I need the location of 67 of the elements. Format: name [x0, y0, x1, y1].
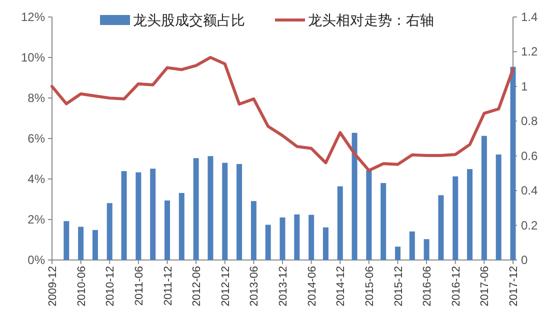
bar	[322, 227, 328, 260]
x-tick-label: 2016-06	[422, 266, 434, 306]
bar	[424, 239, 430, 260]
line-series	[50, 56, 514, 172]
bar	[380, 183, 386, 260]
bar	[409, 231, 415, 260]
bar	[395, 246, 400, 260]
bar	[366, 170, 372, 260]
bar	[150, 168, 156, 260]
bar	[337, 186, 343, 260]
x-tick-label: 2013-12	[278, 266, 290, 306]
bar	[481, 136, 487, 260]
y-tick-label: 12%	[20, 10, 46, 24]
x-tick-label: 2014-12	[335, 266, 348, 306]
y2-tick-label: 1.4	[521, 10, 538, 24]
bar	[92, 230, 98, 260]
bar	[164, 200, 170, 260]
y-tick-label: 4%	[28, 172, 46, 186]
y2-tick-label: 0.2	[521, 218, 538, 232]
y2-tick-label: 0	[521, 253, 528, 267]
y-tick-label: 8%	[28, 91, 46, 105]
y-tick-label: 2%	[28, 212, 46, 226]
bar	[265, 224, 271, 260]
legend-label: 龙头相对走势：右轴	[308, 12, 434, 28]
y-tick-label: 10%	[20, 50, 46, 64]
bar	[106, 203, 112, 260]
y-tick-label: 0%	[28, 253, 46, 267]
x-tick-label: 2012-12	[220, 266, 232, 306]
bar	[64, 221, 70, 260]
x-tick-label: 2014-06	[306, 266, 318, 306]
bar	[121, 171, 127, 260]
bar	[208, 156, 214, 260]
x-tick-label: 2015-06	[364, 266, 376, 306]
bar	[78, 226, 84, 260]
x-tick-label: 2015-12	[392, 266, 405, 306]
bar	[467, 169, 473, 260]
x-tick-label: 2011-12	[162, 266, 174, 306]
bar	[308, 214, 314, 260]
x-tick-label: 2010-06	[76, 266, 88, 306]
legend-label: 龙头股成交额占比	[133, 12, 245, 28]
y-tick-label: 6%	[28, 132, 46, 146]
x-tick-label: 2016-12	[450, 266, 462, 306]
y2-tick-label: 0.4	[521, 184, 538, 198]
bar	[193, 158, 199, 260]
y2-tick-label: 1.2	[521, 44, 538, 59]
bar	[136, 172, 142, 260]
y2-tick-label: 0.8	[521, 114, 538, 128]
x-tick-label: 2012-06	[191, 266, 204, 306]
x-tick-label: 2017-06	[479, 266, 492, 306]
bar	[280, 217, 286, 260]
bar	[510, 66, 516, 260]
bar	[452, 176, 458, 260]
y2-tick-label: 0.6	[521, 148, 538, 163]
bar	[250, 201, 256, 260]
bar	[496, 154, 502, 260]
bar	[294, 214, 300, 260]
x-tick-label: 2009-12	[47, 266, 59, 306]
x-tick-label: 2013-06	[248, 266, 261, 306]
x-tick-label: 2011-06	[133, 266, 146, 306]
bar	[178, 192, 184, 260]
x-tick-label: 2017-12	[508, 266, 520, 306]
y2-tick-label: 1	[521, 79, 528, 94]
bar	[438, 195, 444, 260]
bar	[236, 164, 242, 260]
bar	[222, 162, 228, 260]
x-tick-label: 2010-12	[104, 266, 117, 306]
bar	[352, 132, 358, 260]
